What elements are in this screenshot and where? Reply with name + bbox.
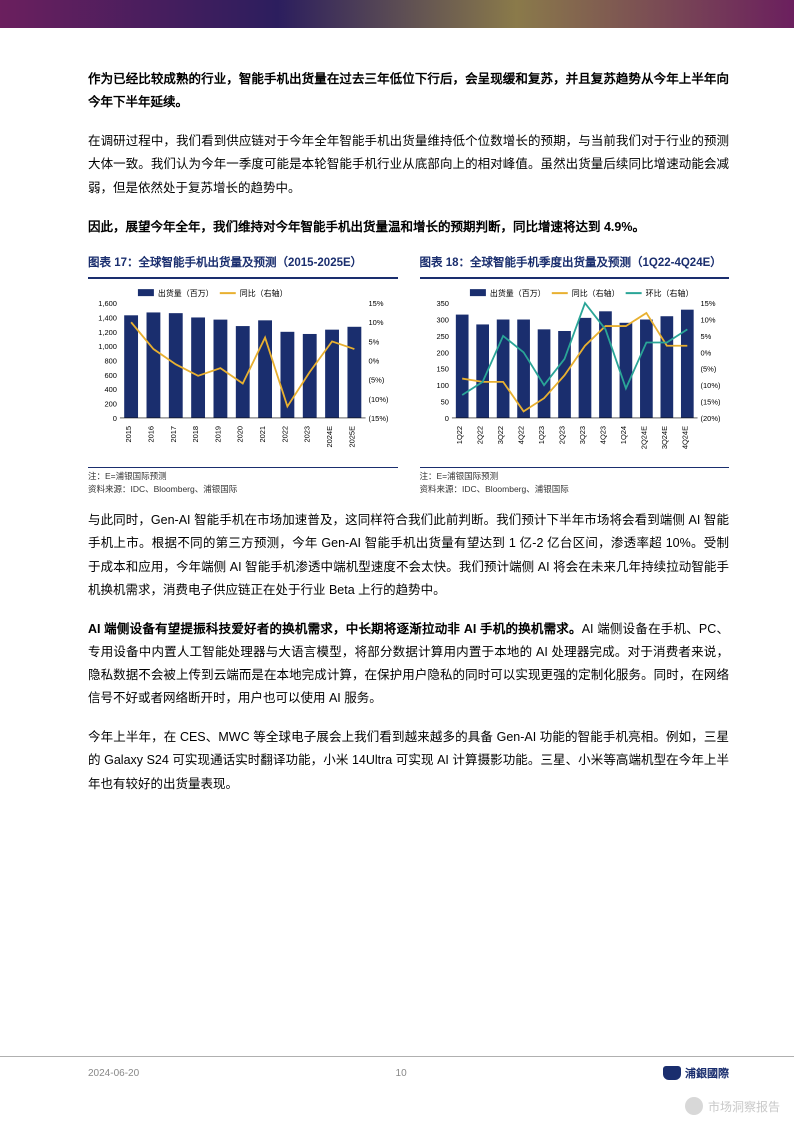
svg-text:(15%): (15%) [700, 397, 720, 406]
charts-row: 图表 17：全球智能手机出货量及预测（2015-2025E） 出货量（百万） 同比… [88, 255, 729, 496]
watermark: 市场洞察报告 [685, 1097, 780, 1115]
svg-text:100: 100 [436, 381, 448, 390]
svg-text:1Q24: 1Q24 [618, 426, 627, 444]
svg-text:(10%): (10%) [369, 395, 389, 404]
svg-text:5%: 5% [369, 337, 380, 346]
svg-text:2018: 2018 [191, 426, 200, 443]
svg-text:15%: 15% [369, 299, 384, 308]
svg-text:2021: 2021 [258, 426, 267, 443]
svg-text:0: 0 [113, 414, 117, 423]
svg-text:10%: 10% [700, 315, 715, 324]
para-3: 因此，展望今年全年，我们维持对今年智能手机出货量温和增长的预期判断，同比增速将达… [88, 216, 729, 239]
para-6: 今年上半年，在 CES、MWC 等全球电子展会上我们看到越来越多的具备 Gen-… [88, 726, 729, 795]
chart-18: 图表 18：全球智能手机季度出货量及预测（1Q22-4Q24E） 出货量（百万）… [420, 255, 730, 496]
chart-18-note2: 资料来源：IDC、Bloomberg、浦银国际 [420, 483, 730, 496]
chart-17-box: 出货量（百万） 同比（右轴） 0 200 400 600 800 1,000 1,200 1,40… [88, 285, 398, 465]
watermark-icon [685, 1097, 703, 1115]
svg-text:出货量（百万）: 出货量（百万） [489, 288, 545, 298]
svg-text:2Q23: 2Q23 [557, 426, 566, 444]
para-4: 与此同时，Gen-AI 智能手机在市场加速普及，这同样符合我们此前判断。我们预计… [88, 509, 729, 602]
svg-text:环比（右轴）: 环比（右轴） [645, 288, 693, 298]
chart-18-svg: 出货量（百万） 同比（右轴） 环比（右轴） 0 50 100 150 200 250 300 350… [420, 285, 730, 460]
svg-text:400: 400 [104, 385, 116, 394]
svg-text:2020: 2020 [236, 426, 245, 443]
svg-text:(15%): (15%) [369, 414, 389, 423]
svg-text:800: 800 [104, 356, 116, 365]
svg-text:1,400: 1,400 [98, 313, 117, 322]
svg-text:50: 50 [440, 397, 448, 406]
chart-17-note1: 注：E=浦银国际预测 [88, 470, 398, 483]
chart-18-notes: 注：E=浦银国际预测 资料来源：IDC、Bloomberg、浦银国际 [420, 467, 730, 496]
svg-text:4Q24E: 4Q24E [680, 426, 689, 449]
footer-date: 2024-06-20 [88, 1068, 139, 1079]
svg-text:3Q22: 3Q22 [496, 426, 505, 444]
svg-text:1,000: 1,000 [98, 342, 117, 351]
svg-text:200: 200 [436, 348, 448, 357]
svg-text:600: 600 [104, 371, 116, 380]
svg-text:2022: 2022 [280, 426, 289, 443]
chart-18-underline [420, 277, 730, 279]
chart-17-note2: 资料来源：IDC、Bloomberg、浦银国际 [88, 483, 398, 496]
footer-company: 浦銀國際 [685, 1065, 729, 1081]
chart-17-title-prefix: 图表 17： [88, 257, 139, 269]
footer-logo: 浦銀國際 [663, 1065, 729, 1081]
logo-icon [663, 1066, 681, 1080]
svg-text:2Q24E: 2Q24E [639, 426, 648, 449]
svg-text:15%: 15% [700, 299, 715, 308]
svg-text:5%: 5% [700, 332, 711, 341]
svg-text:10%: 10% [369, 318, 384, 327]
para-2: 在调研过程中，我们看到供应链对于今年全年智能手机出货量维持低个位数增长的预期，与… [88, 130, 729, 199]
svg-text:0%: 0% [700, 348, 711, 357]
svg-text:(20%): (20%) [700, 414, 720, 423]
svg-text:2015: 2015 [124, 426, 133, 443]
svg-text:0%: 0% [369, 356, 380, 365]
page-footer: 2024-06-20 10 浦銀國際 [0, 1056, 794, 1081]
chart-18-note1: 注：E=浦银国际预测 [420, 470, 730, 483]
svg-text:2017: 2017 [169, 426, 178, 443]
chart-17-svg: 出货量（百万） 同比（右轴） 0 200 400 600 800 1,000 1,200 1,40… [88, 285, 398, 460]
svg-text:1,200: 1,200 [98, 328, 117, 337]
header-band [0, 0, 794, 28]
chart-17-underline [88, 277, 398, 279]
svg-text:1,600: 1,600 [98, 299, 117, 308]
svg-text:2023: 2023 [303, 426, 312, 443]
svg-text:3Q24E: 3Q24E [659, 426, 668, 449]
svg-text:150: 150 [436, 365, 448, 374]
main-content: 作为已经比较成熟的行业，智能手机出货量在过去三年低位下行后，会呈现缓和复苏，并且… [0, 28, 794, 796]
chart-17-notes: 注：E=浦银国际预测 资料来源：IDC、Bloomberg、浦银国际 [88, 467, 398, 496]
chart-18-title: 图表 18：全球智能手机季度出货量及预测（1Q22-4Q24E） [420, 255, 730, 271]
svg-text:(10%): (10%) [700, 381, 720, 390]
chart-17-title-text: 全球智能手机出货量及预测（2015-2025E） [139, 257, 363, 269]
para-5: AI 端侧设备有望提振科技爱好者的换机需求，中长期将逐渐拉动非 AI 手机的换机… [88, 618, 729, 711]
svg-text:4Q23: 4Q23 [598, 426, 607, 444]
svg-text:0: 0 [444, 414, 448, 423]
chart-18-title-prefix: 图表 18： [420, 257, 471, 269]
svg-text:3Q23: 3Q23 [577, 426, 586, 444]
svg-text:1Q23: 1Q23 [537, 426, 546, 444]
para-1: 作为已经比较成熟的行业，智能手机出货量在过去三年低位下行后，会呈现缓和复苏，并且… [88, 68, 729, 114]
svg-text:300: 300 [436, 315, 448, 324]
chart-17: 图表 17：全球智能手机出货量及预测（2015-2025E） 出货量（百万） 同比… [88, 255, 398, 496]
svg-text:(5%): (5%) [700, 365, 716, 374]
chart-18-title-text: 全球智能手机季度出货量及预测（1Q22-4Q24E） [470, 257, 722, 269]
chart-17-title: 图表 17：全球智能手机出货量及预测（2015-2025E） [88, 255, 398, 271]
svg-text:(5%): (5%) [369, 375, 385, 384]
svg-text:2016: 2016 [146, 426, 155, 443]
svg-text:2024E: 2024E [325, 426, 334, 448]
chart-18-box: 出货量（百万） 同比（右轴） 环比（右轴） 0 50 100 150 200 250 300 350… [420, 285, 730, 465]
svg-text:250: 250 [436, 332, 448, 341]
svg-text:350: 350 [436, 299, 448, 308]
svg-text:2019: 2019 [213, 426, 222, 443]
svg-text:4Q22: 4Q22 [516, 426, 525, 444]
para-5-lead: AI 端侧设备有望提振科技爱好者的换机需求，中长期将逐渐拉动非 AI 手机的换机… [88, 622, 582, 636]
svg-text:2025E: 2025E [347, 426, 356, 448]
svg-text:1Q22: 1Q22 [455, 426, 464, 444]
watermark-text: 市场洞察报告 [708, 1098, 780, 1115]
svg-text:200: 200 [104, 399, 116, 408]
svg-text:同比（右轴）: 同比（右轴） [240, 288, 288, 298]
footer-page: 10 [396, 1068, 407, 1079]
svg-text:2Q22: 2Q22 [475, 426, 484, 444]
svg-text:出货量（百万）: 出货量（百万） [158, 288, 214, 298]
svg-text:同比（右轴）: 同比（右轴） [571, 288, 619, 298]
